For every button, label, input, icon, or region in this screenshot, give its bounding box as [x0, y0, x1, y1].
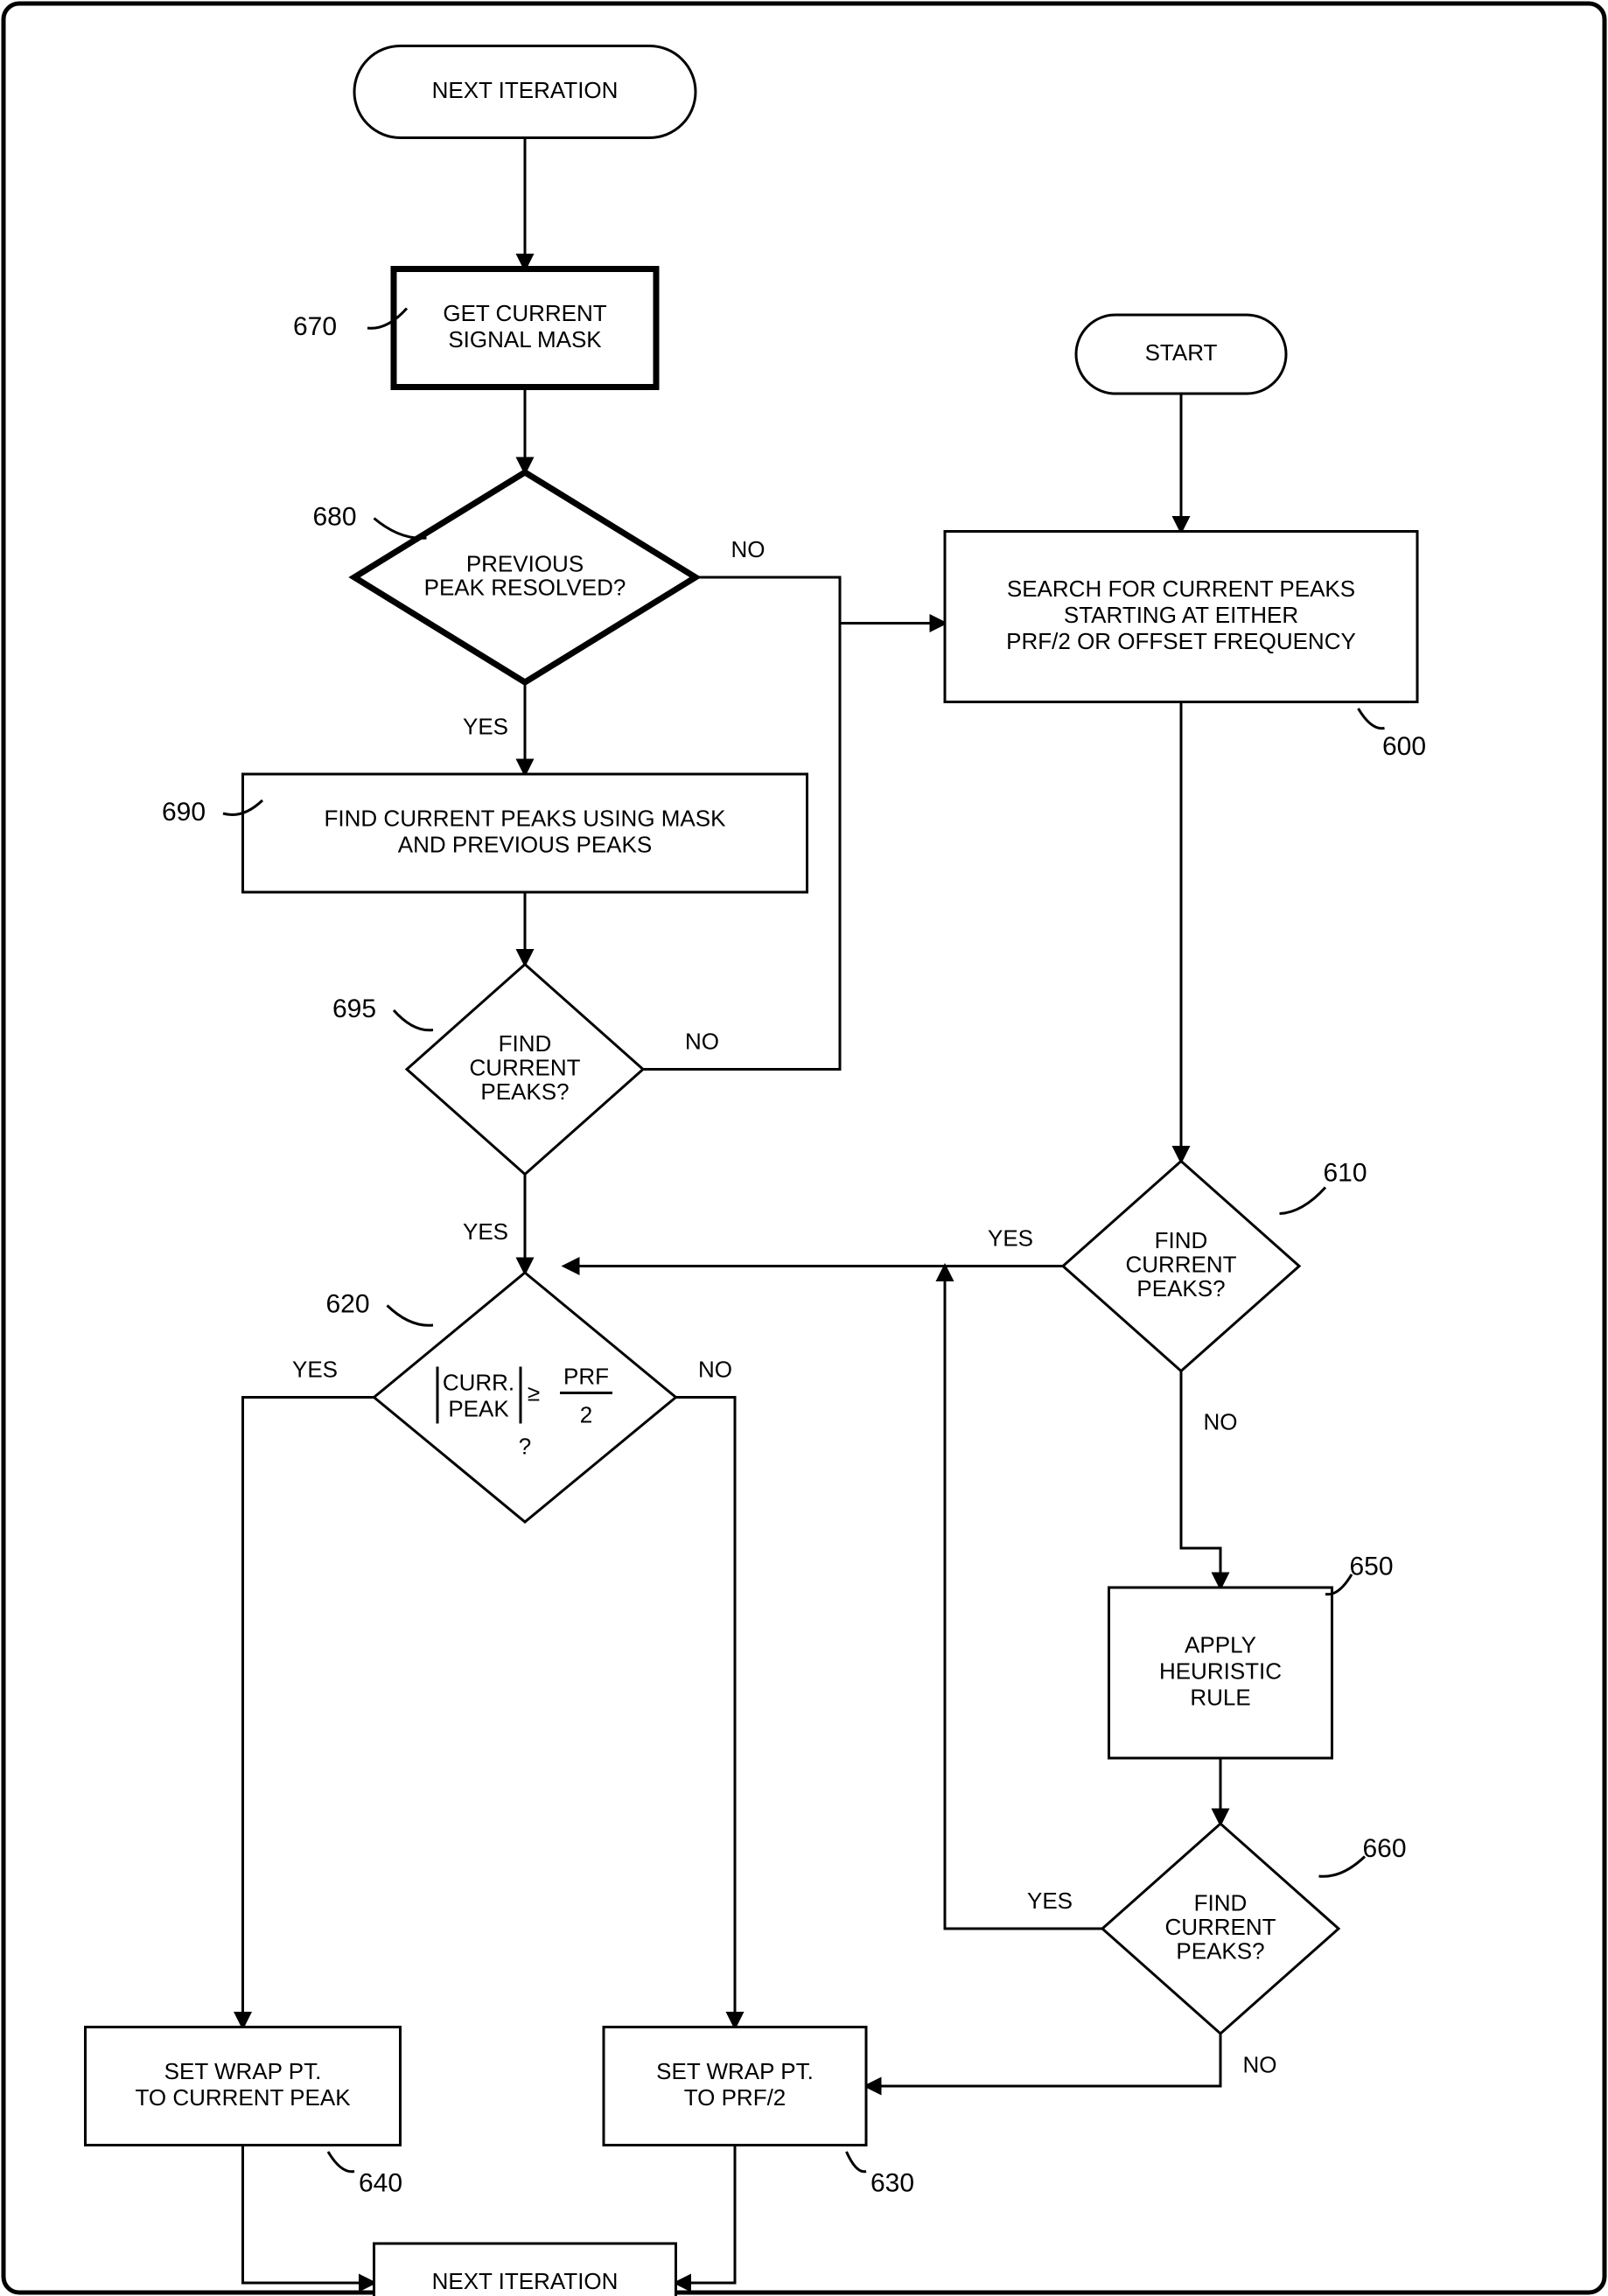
ref-label-630: 630 [870, 2168, 914, 2197]
ref-label-600: 600 [1382, 732, 1426, 761]
edge-label: NO [731, 536, 766, 562]
ref-label-640: 640 [359, 2168, 402, 2197]
edge-label: YES [1027, 1888, 1073, 1914]
decision-comp_620 [374, 1273, 676, 1522]
ref-leader-640 [328, 2152, 354, 2172]
process-label-wrap_cur: SET WRAP PT.TO CURRENT PEAK [135, 2058, 351, 2111]
svg-text:2: 2 [580, 1401, 592, 1427]
ref-label-650: 650 [1349, 1552, 1393, 1581]
svg-text:?: ? [519, 1433, 531, 1459]
ref-label-620: 620 [325, 1289, 369, 1318]
edge-label: NO [698, 1356, 732, 1382]
ref-label-680: 680 [312, 502, 356, 531]
ref-label-660: 660 [1362, 1834, 1406, 1863]
edge-label: NO [1204, 1408, 1238, 1434]
ref-leader-660 [1319, 1857, 1366, 1877]
ref-label-690: 690 [162, 798, 206, 827]
svg-text:≥: ≥ [528, 1379, 540, 1406]
ref-leader-630 [847, 2152, 867, 2172]
svg-text:CURR.: CURR. [443, 1369, 514, 1395]
ref-leader-695 [394, 1010, 433, 1030]
terminal-label-start: START [1145, 339, 1218, 366]
edge-label: NO [1243, 2051, 1277, 2077]
edge-label: YES [463, 1218, 508, 1245]
edge-label: NO [685, 1028, 719, 1054]
terminal-label-next_iter_top: NEXT ITERATION [432, 77, 619, 103]
ref-leader-620 [388, 1306, 434, 1326]
edge-label: YES [988, 1225, 1033, 1251]
process-label-get_mask: GET CURRENTSIGNAL MASK [443, 300, 606, 352]
svg-text:PRF: PRF [563, 1363, 609, 1389]
edge-label: YES [463, 713, 508, 739]
ref-label-610: 610 [1323, 1158, 1367, 1187]
svg-text:PEAK: PEAK [448, 1395, 509, 1421]
ref-label-695: 695 [332, 994, 376, 1023]
edge-label: YES [292, 1356, 338, 1382]
process-label-next_iter: NEXT ITERATION [432, 2268, 619, 2294]
ref-label-670: 670 [293, 312, 337, 341]
ref-leader-600 [1359, 708, 1385, 729]
ref-leader-610 [1280, 1188, 1326, 1214]
